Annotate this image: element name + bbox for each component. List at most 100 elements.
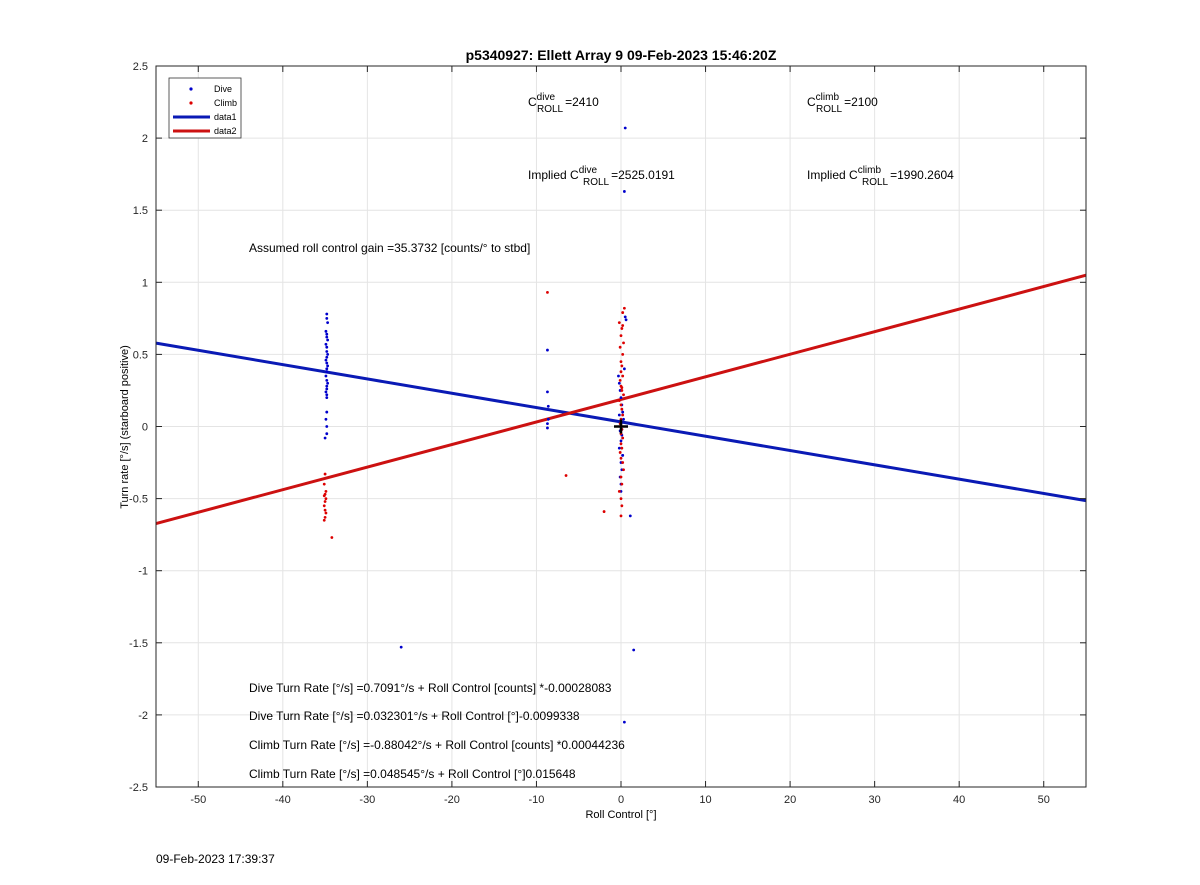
y-tick-label: 1 [142,277,148,289]
point-dive [325,378,329,382]
point-climb [324,511,328,515]
y-tick-label: 2.5 [133,61,148,73]
point-dive [546,348,549,352]
y-tick-label: 2 [142,133,148,145]
point-dive [628,514,632,518]
gain-annotation: Assumed roll control gain =35.3732 [coun… [249,241,530,255]
point-climb [622,341,625,345]
legend-marker-dive [189,87,193,91]
point-dive [325,350,329,353]
x-tick-label: -50 [190,794,206,806]
point-climb [620,407,624,411]
point-dive [546,426,549,430]
point-climb [621,413,625,417]
point-dive [324,390,328,394]
y-axis-ticks: -2.5 -2 -1.5 -1 -0.5 0 0.5 1 1.5 2 2.5 [129,61,1086,794]
point-dive [622,720,626,724]
point-climb [323,500,327,503]
point-climb [323,515,327,519]
point-dive [326,353,330,356]
point-dive [632,648,636,652]
point-dive [546,422,549,426]
point-climb [322,504,326,508]
origin-plus-marker [614,419,628,434]
legend-label: Climb [214,98,237,108]
c-dive-sup: dive [537,92,556,103]
legend-marker-climb [189,101,193,105]
point-dive [325,312,329,316]
point-climb [622,468,625,472]
point-climb [617,321,621,325]
point-dive [326,364,330,368]
equation-dive-counts: Dive Turn Rate [°/s] =0.7091°/s + Roll C… [249,681,612,695]
point-dive [324,358,328,362]
y-tick-label: 1.5 [133,205,148,217]
point-dive [325,332,329,336]
point-climb [622,393,625,397]
point-climb [619,497,623,500]
implied-climb-value: =1990.2604 [890,168,954,182]
point-dive [325,316,329,320]
x-axis-label: Roll Control [°] [585,809,656,821]
point-dive [546,404,550,408]
point-dive [325,345,329,349]
point-dive [325,335,329,339]
x-tick-label: 0 [618,794,624,806]
point-dive [623,315,627,319]
implied-dive-annotation: Implied Cdive ROLL=2525.0191 [528,165,675,188]
c-dive-sub: ROLL [537,104,564,115]
y-tick-label: 0 [142,422,148,434]
point-dive [619,439,623,443]
point-dive [624,318,628,322]
point-dive [325,396,329,400]
point-climb [619,442,623,446]
y-tick-label: -1.5 [129,638,148,650]
point-climb [621,436,625,440]
series-line-data2 [155,273,1087,525]
point-dive [324,329,328,333]
point-dive [325,432,329,436]
point-dive [326,321,330,325]
point-climb [602,510,606,513]
point-dive [621,453,625,457]
implied-dive-pre: Implied C [528,168,579,182]
point-dive [325,367,329,371]
x-axis-ticks: -50 -40 -30 -20 -10 0 10 20 30 40 50 [190,66,1050,806]
c-climb-sub: ROLL [816,104,843,115]
point-climb [620,364,624,368]
legend-label: data1 [214,112,237,122]
point-dive [325,393,329,397]
point-climb [617,489,621,493]
point-dive [621,410,625,414]
point-dive [546,390,549,394]
point-dive [324,342,328,346]
point-climb [621,353,625,356]
chart-title: p5340927: Ellett Array 9 09-Feb-2023 15:… [466,47,777,63]
point-dive [623,126,627,130]
implied-climb-pre: Implied C [807,168,858,182]
x-tick-label: 30 [869,794,881,806]
x-tick-label: -40 [275,794,291,806]
equation-dive-degrees: Dive Turn Rate [°/s] =0.032301°/s + Roll… [249,709,580,723]
point-dive [617,374,620,378]
c-dive-pre: C [528,95,537,109]
legend: Dive Climb data1 data2 [168,77,242,139]
point-climb [619,360,623,364]
point-climb [619,475,623,479]
implied-dive-sup: dive [579,165,598,176]
point-dive [546,417,550,421]
point-dive [325,387,329,391]
point-dive [325,370,329,374]
x-tick-label: 10 [699,794,711,806]
point-dive [324,417,328,421]
implied-dive-sub: ROLL [583,177,610,188]
x-tick-label: -10 [529,794,545,806]
point-climb [564,474,568,477]
point-climb [330,536,334,539]
legend-box [168,77,242,139]
point-climb [619,456,623,460]
point-climb [619,403,623,407]
point-dive [622,190,626,193]
point-climb [620,504,624,508]
